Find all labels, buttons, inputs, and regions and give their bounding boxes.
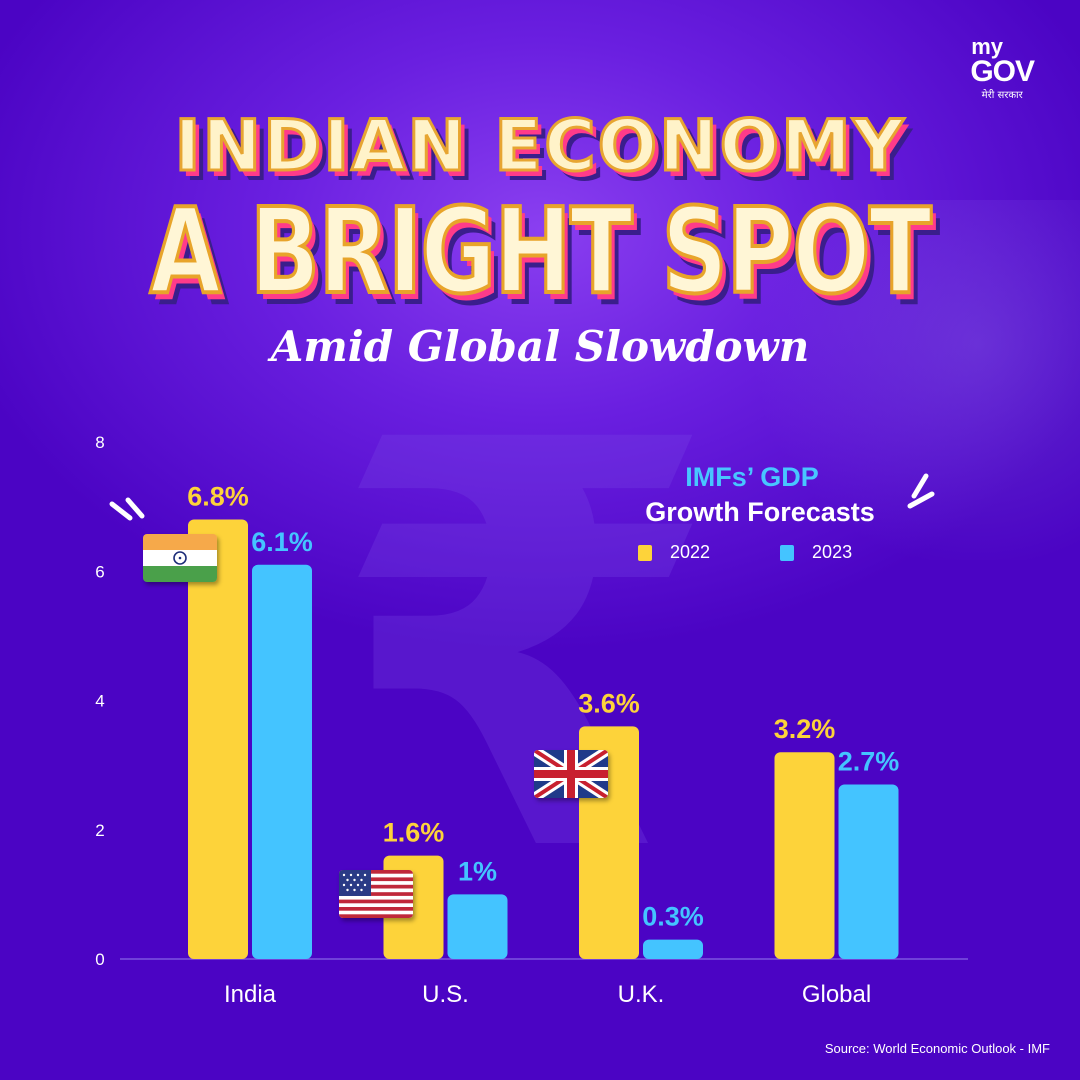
legend-label-2022: 2022 [670,542,711,562]
legend-item-2023: 2023 [780,542,852,563]
legend-items: 2022 2023 [600,542,920,563]
bar-2022-india [188,519,248,959]
source-note: Source: World Economic Outlook - IMF [824,1041,1050,1056]
bar-2023-india [252,564,312,959]
bar-2023-global [838,784,899,959]
mygov-logo: my GOV मेरी सरकार [970,36,1035,102]
sparkle-icon [907,473,935,509]
headline-line-1: INDIAN ECONOMY [173,104,906,189]
data-label: 2.7% [838,747,900,777]
sparkle-icon [109,497,145,521]
legend-item-2022: 2022 [638,542,710,563]
logo-hindi: मेरी सरकार [981,90,1023,101]
y-tick-label: 2 [95,821,104,840]
subtitle: Amid Global Slowdown [270,322,810,371]
y-tick-label: 8 [95,433,104,452]
headline-line-2: A BRIGHT SPOT [148,180,933,322]
legend-title-line-1: IMFs’ GDP [685,462,819,492]
legend-swatch-2022 [638,544,652,561]
rupee-icon: ₹ [330,324,720,976]
data-label: 3.2% [774,714,836,744]
logo-gov: GOV [970,55,1035,88]
legend-title-line-2: Growth Forecasts [645,497,875,527]
bar-2023-us [447,894,508,959]
data-label: 1% [458,856,497,886]
data-label: 0.3% [642,902,704,932]
data-label: 6.8% [187,482,249,512]
data-label: 1.6% [383,818,445,848]
india-flag-icon [143,534,217,582]
bar-2023-uk [643,939,703,959]
x-category-label: India [224,981,277,1008]
legend-swatch-2023 [780,544,795,561]
logo-my: my [971,34,1004,59]
y-tick-label: 0 [95,950,104,969]
data-label: 3.6% [578,688,640,718]
data-label: 6.1% [251,527,313,557]
bar-2022-global [774,752,835,959]
y-tick-label: 4 [95,692,104,711]
us-flag-icon [339,870,413,918]
y-tick-label: 6 [95,562,104,581]
legend-label-2023: 2023 [812,542,853,562]
x-category-label: U.S. [422,981,469,1008]
uk-flag-icon [534,750,608,798]
legend: IMFs’ GDP Growth Forecasts 2022 2023 [600,462,920,563]
x-category-label: Global [802,981,871,1008]
world-map-watermark [740,200,1080,560]
x-category-label: U.K. [618,981,665,1008]
